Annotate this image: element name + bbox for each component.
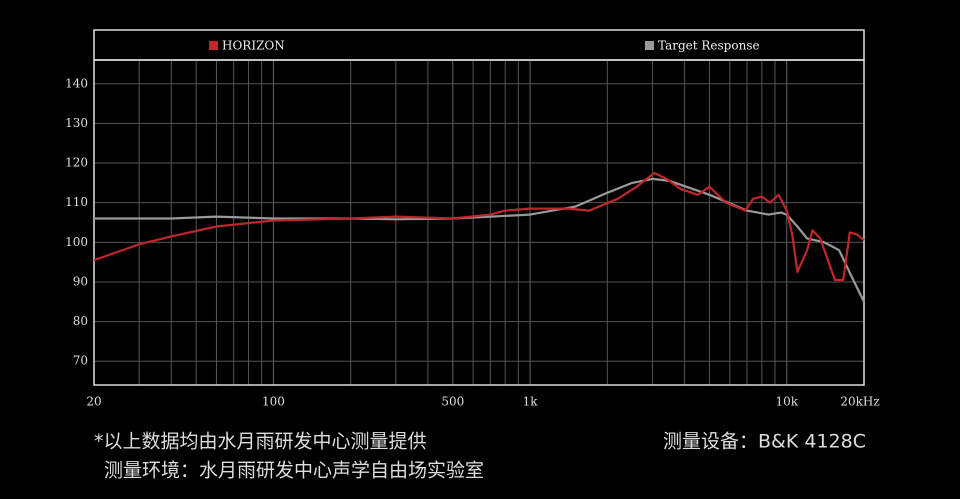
legend-label: Target Response [658, 39, 760, 53]
y-tick-label: 100 [65, 235, 88, 249]
environment-note: 测量环境：水月雨研发中心声学自由场实验室 [104, 460, 484, 482]
series-line [93, 171, 865, 282]
x-tick-label: 500 [441, 395, 464, 409]
equipment-note: 测量设备：B&K 4128C [663, 431, 866, 453]
x-tick-label: 20kHz [840, 395, 879, 409]
legend-swatch [209, 41, 218, 50]
x-tick-label: 1k [523, 395, 539, 409]
x-tick-label: 10k [775, 395, 798, 409]
x-tick-label: 20 [86, 395, 101, 409]
legend-label: HORIZON [222, 39, 285, 53]
y-tick-label: 140 [65, 76, 88, 90]
y-tick-label: 120 [65, 156, 88, 170]
y-tick-label: 90 [73, 274, 88, 288]
y-tick-label: 130 [65, 116, 88, 130]
source-note: *以上数据均由水月雨研发中心测量提供 [94, 431, 427, 453]
plot-frame [93, 59, 865, 386]
y-tick-label: 110 [65, 195, 88, 209]
legend-swatch [645, 41, 654, 50]
y-tick-label: 70 [73, 354, 88, 368]
x-tick-label: 100 [262, 395, 285, 409]
y-tick-label: 80 [73, 314, 88, 328]
